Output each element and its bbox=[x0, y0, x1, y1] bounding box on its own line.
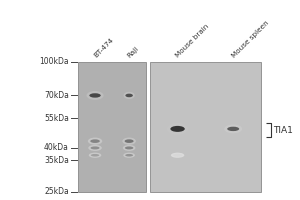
Bar bbox=[78, 62, 146, 192]
Ellipse shape bbox=[88, 145, 102, 151]
Ellipse shape bbox=[125, 94, 133, 97]
Ellipse shape bbox=[91, 154, 99, 157]
Ellipse shape bbox=[123, 153, 135, 158]
Text: Raji: Raji bbox=[126, 45, 140, 59]
Ellipse shape bbox=[91, 146, 100, 149]
Ellipse shape bbox=[125, 154, 133, 157]
Text: 100kDa: 100kDa bbox=[39, 58, 69, 66]
Text: Mouse brain: Mouse brain bbox=[175, 23, 210, 59]
Ellipse shape bbox=[89, 153, 101, 158]
Ellipse shape bbox=[171, 153, 184, 158]
Ellipse shape bbox=[90, 139, 100, 143]
Ellipse shape bbox=[173, 154, 182, 157]
Text: 40kDa: 40kDa bbox=[44, 143, 69, 152]
Ellipse shape bbox=[122, 138, 136, 145]
Ellipse shape bbox=[227, 127, 239, 131]
Text: 55kDa: 55kDa bbox=[44, 114, 69, 123]
Ellipse shape bbox=[123, 145, 135, 151]
Ellipse shape bbox=[89, 93, 101, 98]
Ellipse shape bbox=[125, 146, 133, 149]
Ellipse shape bbox=[124, 139, 134, 143]
Text: TIA1: TIA1 bbox=[273, 126, 293, 135]
Ellipse shape bbox=[124, 92, 135, 99]
Ellipse shape bbox=[167, 123, 188, 135]
Text: BT-474: BT-474 bbox=[92, 37, 114, 59]
Text: 25kDa: 25kDa bbox=[44, 188, 69, 196]
Ellipse shape bbox=[224, 124, 242, 133]
Text: Mouse spleen: Mouse spleen bbox=[230, 20, 270, 59]
Bar bbox=[150, 62, 261, 192]
Text: 35kDa: 35kDa bbox=[44, 156, 69, 165]
Ellipse shape bbox=[170, 126, 185, 132]
Ellipse shape bbox=[86, 91, 103, 100]
Text: 70kDa: 70kDa bbox=[44, 91, 69, 100]
Ellipse shape bbox=[88, 138, 102, 145]
